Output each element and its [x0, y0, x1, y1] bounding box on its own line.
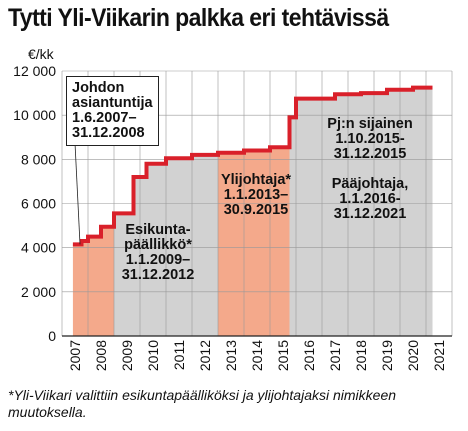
salary-line: [72, 85, 433, 247]
y-tick-label: 6 000: [21, 196, 56, 212]
y-tick-label: 8 000: [21, 151, 56, 167]
x-tick-label: 2018: [353, 340, 369, 371]
annotation-leader-line: [74, 142, 81, 245]
x-tick-label: 2008: [93, 340, 109, 371]
y-unit-label: €/kk: [28, 46, 54, 62]
annotation-paajohtaja: Pääjohtaja, 1.1.2016- 31.12.2021: [331, 176, 409, 222]
annotation-esikuntapaallikko: Esikunta- päällikkö* 1.1.2009– 31.12.201…: [121, 222, 195, 283]
y-tick-label: 0: [48, 328, 56, 344]
annotation-johdon-asiantuntija: Johdon asiantuntija 1.6.2007– 31.12.2008: [66, 76, 159, 146]
x-tick-label: 2020: [405, 340, 421, 371]
y-axis-ticks: 0 2 000 4 000 6 000 8 000 10 000 12 000: [13, 63, 56, 344]
x-tick-label: 2007: [67, 340, 83, 371]
x-tick-label: 2009: [119, 340, 135, 371]
x-tick-label: 2016: [301, 340, 317, 371]
grid-lines: [61, 70, 453, 337]
x-tick-label: 2014: [249, 340, 265, 371]
y-tick-label: 4 000: [21, 240, 56, 256]
x-tick-label: 2013: [223, 340, 239, 371]
x-tick-label: 2010: [145, 340, 161, 371]
salary-series: [72, 85, 433, 247]
x-tick-label: 2012: [197, 340, 213, 371]
period-band-2: [218, 147, 290, 336]
y-tick-label: 2 000: [21, 284, 56, 300]
x-tick-label: 2011: [171, 340, 187, 370]
period-band-0: [72, 226, 114, 336]
x-axis-ticks: 2007 2008 2009 2010 2011 2012 2013 2014 2015 2016…: [67, 340, 447, 371]
chart-title: Tytti Yli-Viikarin palkka eri tehtävissä: [8, 4, 389, 32]
x-axis: [62, 142, 452, 337]
period-band-3: [289, 87, 433, 336]
annotation-ylijohtaja: Ylijohtaja* 1.1.2013– 30.9.2015: [220, 172, 292, 218]
x-tick-label: 2019: [379, 340, 395, 371]
x-tick-label: 2015: [275, 340, 291, 371]
annotation-pj-sijainen: Pj:n sijainen 1.10.2015- 31.12.2015: [327, 116, 413, 162]
y-tick-label: 12 000: [13, 63, 56, 79]
y-tick-label: 10 000: [13, 107, 56, 123]
x-tick-label: 2021: [431, 340, 447, 371]
footnote: *Yli-Viikari valittiin esikuntapäällikök…: [8, 387, 397, 420]
x-tick-label: 2017: [327, 340, 343, 371]
